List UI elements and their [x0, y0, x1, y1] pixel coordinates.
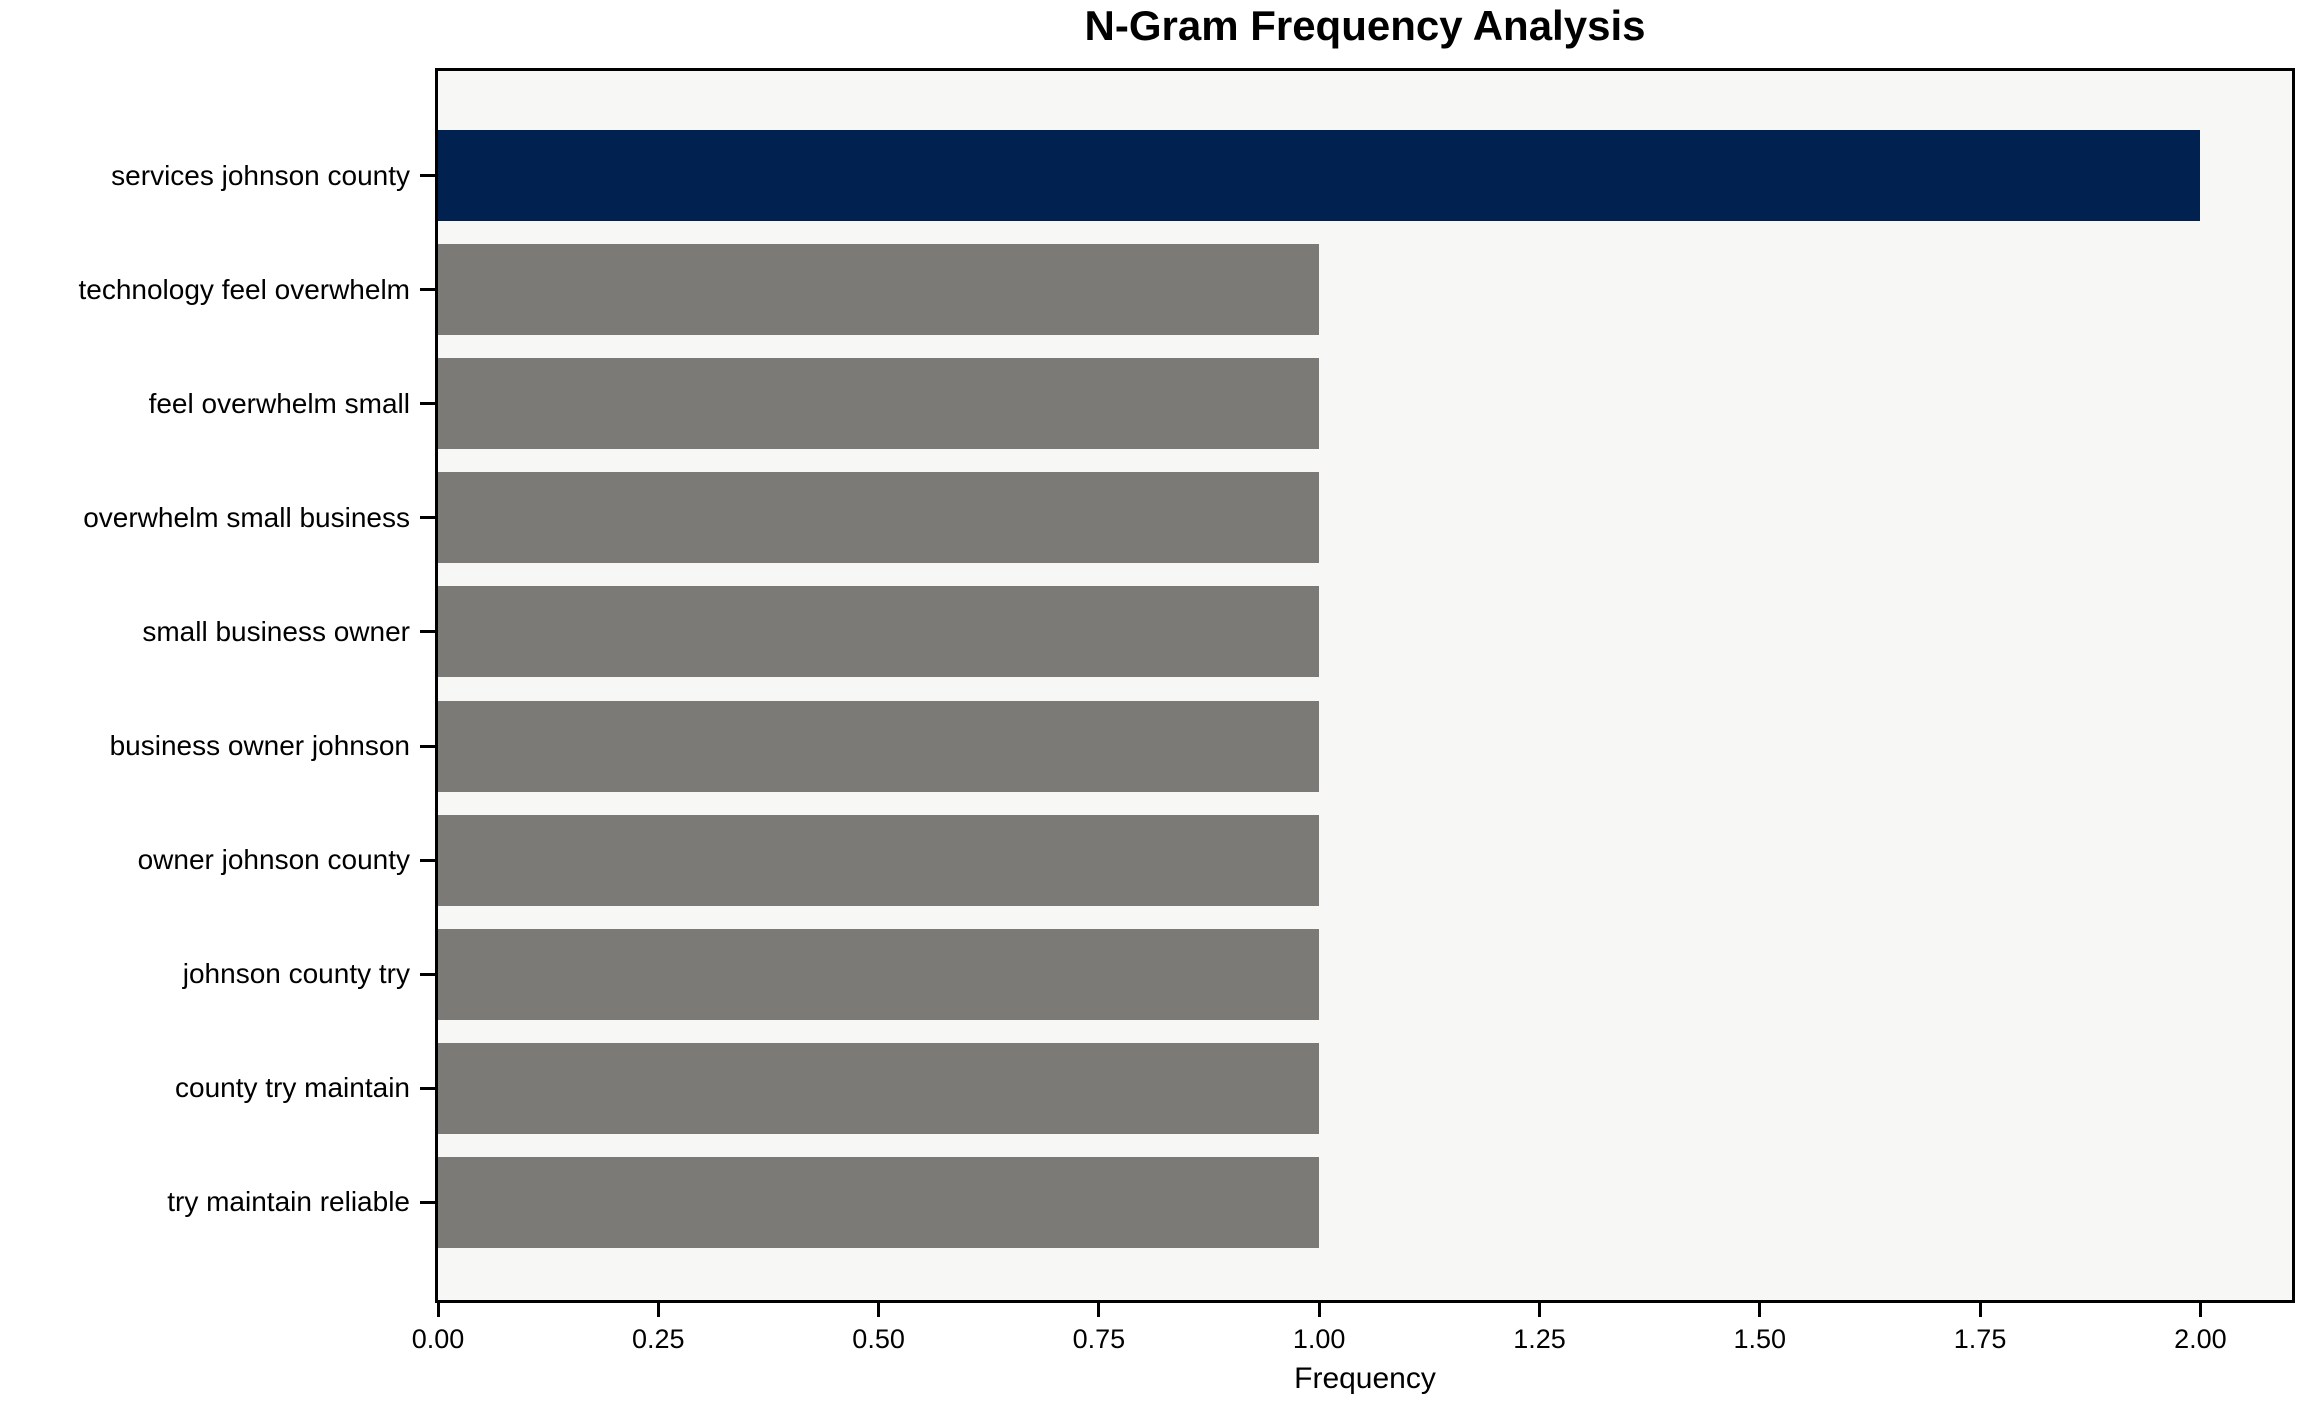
bar-services-johnson-county [438, 130, 2201, 221]
bar-overwhelm-small-business [438, 472, 1320, 564]
y-tick-label: technology feel overwhelm [78, 273, 410, 305]
x-tick-mark [1317, 1303, 1321, 1317]
x-tick-label: 1.00 [1292, 1324, 1346, 1354]
x-tick-mark [1097, 1303, 1101, 1317]
y-tick-mark [420, 288, 435, 292]
y-tick-label: overwhelm small business [83, 501, 410, 533]
y-tick-mark [420, 516, 435, 520]
x-tick-mark [436, 1303, 440, 1317]
x-tick-label: 2.00 [2174, 1324, 2227, 1354]
y-tick-label: owner johnson county [137, 844, 410, 876]
bar-try-maintain-reliable [438, 1156, 1320, 1248]
x-tick-mark [1758, 1303, 1762, 1317]
x-tick-label: 0.75 [1072, 1324, 1126, 1354]
x-tick-mark [1537, 1303, 1541, 1317]
bar-county-try-maintain [438, 1042, 1320, 1134]
bar-owner-johnson-county [438, 814, 1320, 906]
x-tick-label: 1.75 [1953, 1324, 2007, 1354]
bar-small-business-owner [438, 586, 1320, 678]
y-tick-mark [420, 1200, 435, 1204]
bar-feel-overwhelm-small [438, 358, 1320, 450]
y-tick-mark [420, 630, 435, 634]
chart-title: N-Gram Frequency Analysis [1084, 2, 1646, 49]
x-tick-label: 0.50 [852, 1324, 905, 1354]
y-tick-label: small business owner [142, 615, 410, 647]
y-tick-label: county try maintain [175, 1072, 410, 1104]
x-tick-mark [2198, 1303, 2202, 1317]
x-tick-mark [656, 1303, 660, 1317]
plot-area [435, 68, 2295, 1303]
y-tick-mark [420, 744, 435, 748]
y-tick-mark [420, 858, 435, 862]
x-tick-label: 0.00 [411, 1324, 465, 1354]
y-tick-mark [420, 174, 435, 177]
bar-business-owner-johnson [438, 700, 1320, 792]
y-tick-label: business owner johnson [109, 730, 410, 761]
y-tick-label: try maintain reliable [167, 1186, 410, 1218]
bar-johnson-county-try [438, 928, 1320, 1020]
x-axis-label: Frequency [1294, 1362, 1436, 1395]
y-tick-label: feel overwhelm small [148, 387, 410, 419]
x-tick-label: 1.25 [1513, 1324, 1566, 1354]
y-tick-mark [420, 972, 435, 976]
x-tick-label: 1.50 [1733, 1324, 1787, 1354]
y-tick-mark [420, 1086, 435, 1090]
bar-technology-feel-overwhelm [438, 244, 1320, 336]
x-tick-mark [877, 1303, 881, 1317]
x-tick-mark [1978, 1303, 1982, 1317]
y-tick-label: services johnson county [111, 159, 410, 191]
y-tick-label: johnson county try [182, 958, 410, 990]
y-tick-mark [420, 402, 435, 406]
x-tick-label: 0.25 [632, 1324, 685, 1354]
